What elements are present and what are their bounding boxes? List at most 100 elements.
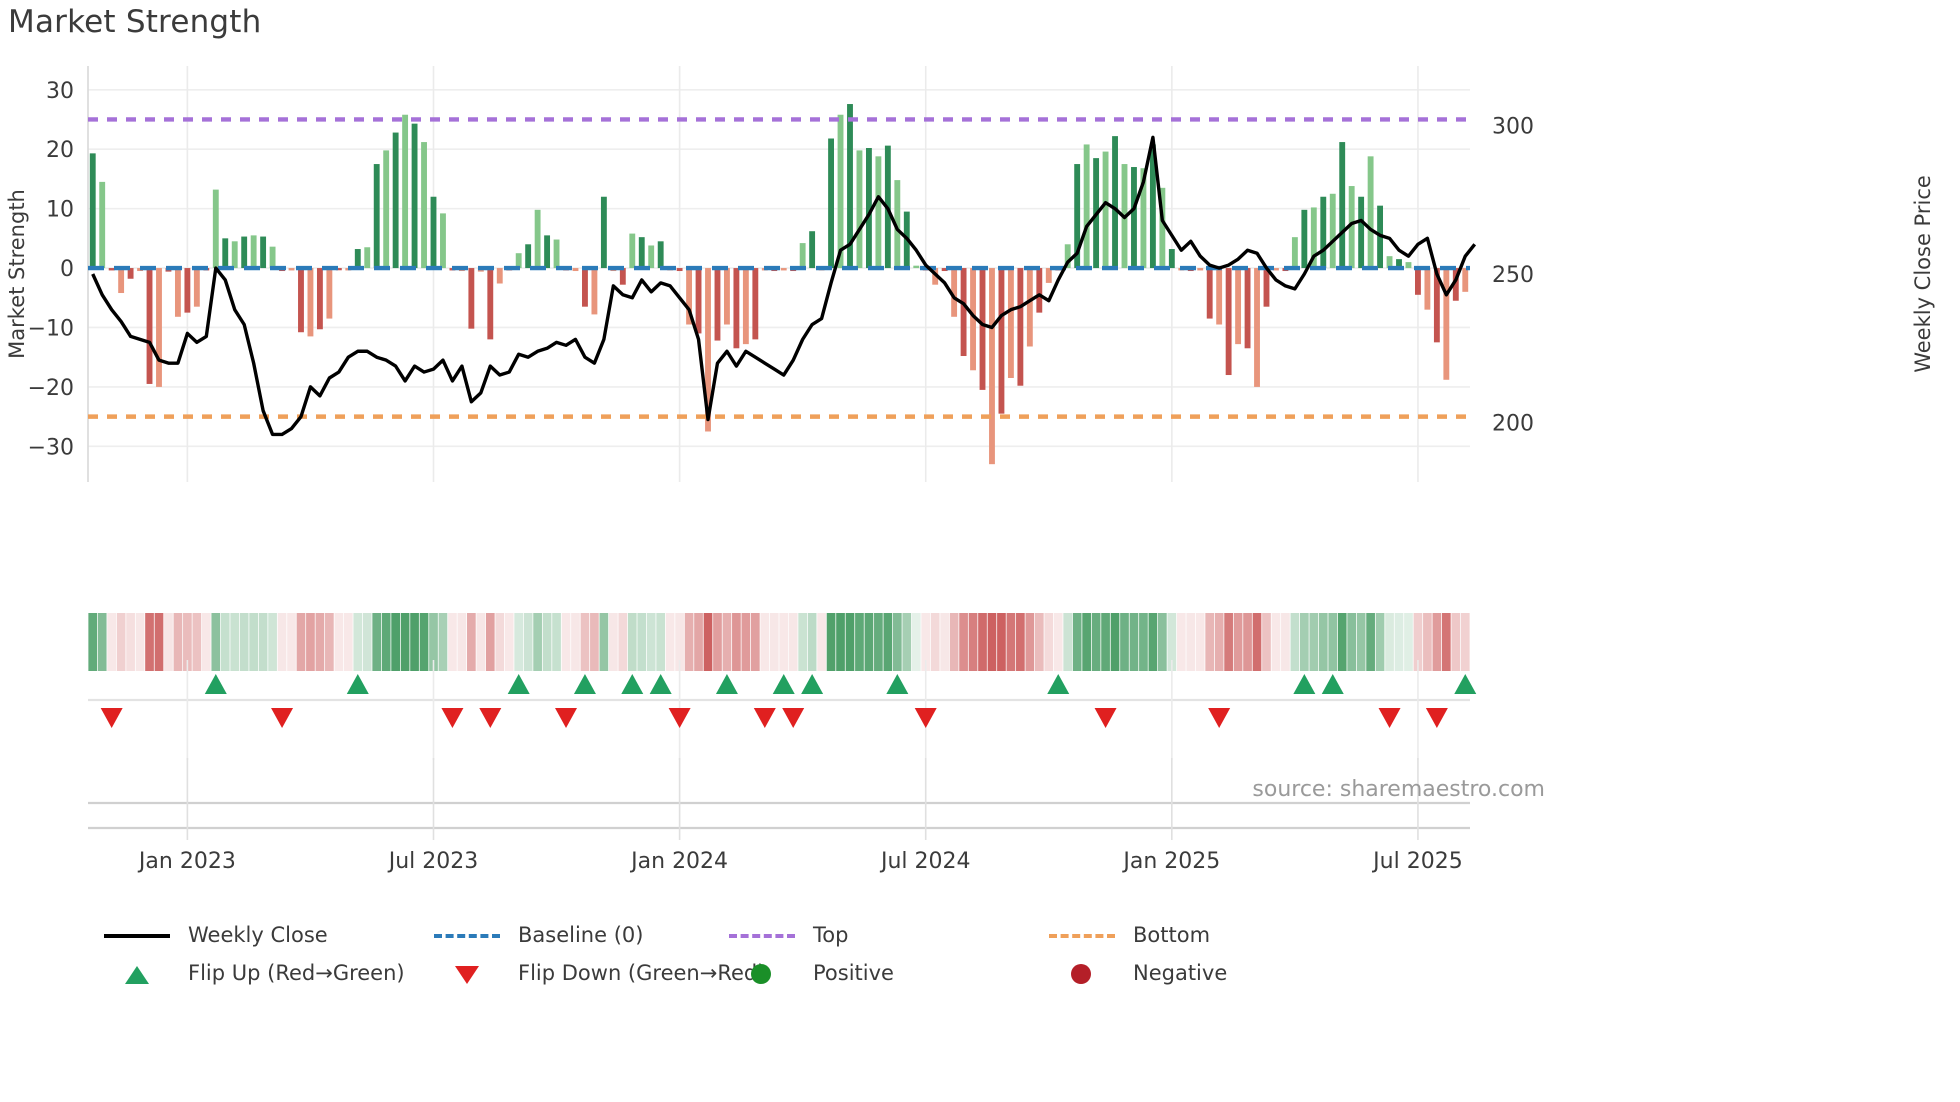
- flip-up-marker: [886, 674, 909, 694]
- heatmap-cell: [1205, 613, 1215, 671]
- strength-bar: [1197, 268, 1204, 271]
- heatmap-cell: [580, 613, 590, 671]
- heatmap-cell: [97, 613, 107, 671]
- flip-up-marker: [1293, 674, 1316, 694]
- heatmap-cell: [978, 613, 987, 671]
- heatmap-cell: [1195, 613, 1205, 671]
- flip-up-marker: [1047, 674, 1070, 694]
- strength-bar: [1405, 262, 1412, 269]
- dot-green-icon: [725, 960, 799, 986]
- strength-bar: [941, 268, 948, 272]
- heatmap-cell: [1328, 613, 1338, 671]
- strength-bar: [1291, 237, 1298, 269]
- legend-item-bottom[interactable]: Bottom: [1045, 922, 1375, 948]
- legend-item-positive[interactable]: Positive: [725, 960, 1045, 986]
- strength-bar: [146, 268, 153, 384]
- strength-bar: [1168, 249, 1175, 269]
- strength-bar: [847, 104, 853, 269]
- heatmap-cell: [1394, 613, 1404, 671]
- legend-label: Flip Up (Red→Green): [188, 961, 405, 985]
- flip-down-marker: [914, 708, 937, 728]
- heatmap-cell: [410, 613, 419, 671]
- heatmap-cell: [713, 613, 722, 671]
- heatmap-cell: [476, 613, 486, 671]
- strength-bar: [241, 236, 248, 269]
- heatmap-cell: [788, 613, 798, 671]
- heatmap-cell: [1176, 613, 1186, 671]
- heatmap-cell: [135, 613, 145, 671]
- source-attribution: source: sharemaestro.com: [1252, 777, 1545, 802]
- strength-bar: [108, 268, 115, 271]
- legend-item-flip-down[interactable]: Flip Down (Green→Red): [430, 960, 765, 986]
- flip-down-marker: [668, 708, 691, 728]
- heatmap-cell: [192, 613, 202, 671]
- y-tick-label: 20: [46, 138, 74, 163]
- glyph-shape: [125, 966, 149, 984]
- legend-row-2: Flip Up (Red→Green) Flip Down (Green→Red)…: [100, 960, 1860, 986]
- strength-bar: [402, 114, 409, 269]
- heatmap-cell: [997, 613, 1006, 671]
- legend-label: Bottom: [1133, 923, 1211, 947]
- strength-bar: [487, 268, 494, 340]
- heatmap-cell: [1337, 613, 1347, 671]
- flip-down-marker: [1378, 708, 1401, 728]
- x-tick-label: Jan 2025: [1121, 849, 1220, 874]
- strength-bar: [998, 268, 1005, 414]
- chart-legend: Weekly Close Baseline (0) Top Bottom Flip U…: [0, 922, 1960, 986]
- strength-bar: [335, 268, 342, 271]
- legend-item-flip-up[interactable]: Flip Up (Red→Green): [100, 960, 430, 986]
- heatmap-cell: [618, 613, 628, 671]
- heatmap-cell: [1129, 613, 1139, 671]
- heatmap-cell: [154, 613, 164, 671]
- heatmap-cell: [164, 613, 173, 671]
- heatmap-cell: [694, 613, 703, 671]
- strength-bar: [638, 237, 645, 269]
- heatmap-cell: [722, 613, 732, 671]
- page-title: Market Strength: [8, 4, 262, 40]
- heatmap-cell: [1271, 613, 1281, 671]
- strength-bar: [875, 156, 882, 269]
- flip-up-marker: [507, 674, 530, 694]
- legend-item-top[interactable]: Top: [725, 922, 1045, 948]
- strength-bar: [156, 268, 162, 387]
- legend-item-baseline[interactable]: Baseline (0): [430, 922, 725, 948]
- strength-bar: [1329, 193, 1336, 269]
- heatmap-cell: [230, 613, 240, 671]
- heatmap-cell: [1423, 613, 1432, 671]
- glyph-shape: [1049, 934, 1115, 938]
- flip-up-marker: [621, 674, 644, 694]
- strength-bar: [1140, 168, 1147, 269]
- heatmap-cell: [817, 613, 826, 671]
- flip-up-marker: [346, 674, 369, 694]
- strength-bar: [970, 268, 976, 371]
- strength-bar: [1301, 209, 1308, 269]
- heatmap-cell: [807, 613, 817, 671]
- strength-bar: [326, 268, 333, 319]
- legend-item-negative[interactable]: Negative: [1045, 960, 1375, 986]
- strength-bar: [1064, 244, 1071, 269]
- strength-bar: [657, 241, 664, 269]
- y-tick-label: 0: [60, 257, 74, 282]
- strength-bar: [99, 181, 106, 269]
- glyph-shape: [729, 934, 795, 938]
- y-tick-label: −10: [28, 316, 74, 341]
- legend-item-weekly-close[interactable]: Weekly Close: [100, 922, 430, 948]
- heatmap-cell: [599, 613, 609, 671]
- heatmap-cell: [88, 613, 98, 671]
- heatmap-cell: [1309, 613, 1319, 671]
- strength-bar: [714, 268, 721, 341]
- dashed-line-orange-icon: [1045, 922, 1119, 948]
- heatmap-cell: [921, 613, 931, 671]
- strength-bar: [686, 268, 693, 325]
- legend-label: Top: [813, 923, 849, 947]
- heatmap-cell: [1110, 613, 1120, 671]
- heatmap-cell: [930, 613, 940, 671]
- heatmap-cell: [561, 613, 571, 671]
- strength-bar: [298, 268, 304, 333]
- y2-tick-label: 300: [1492, 114, 1534, 139]
- y2-tick-label: 200: [1492, 412, 1534, 437]
- flip-up-marker: [772, 674, 795, 694]
- heatmap-cell: [1356, 613, 1366, 671]
- heatmap-cell: [836, 613, 845, 671]
- heatmap-cell: [1385, 613, 1394, 671]
